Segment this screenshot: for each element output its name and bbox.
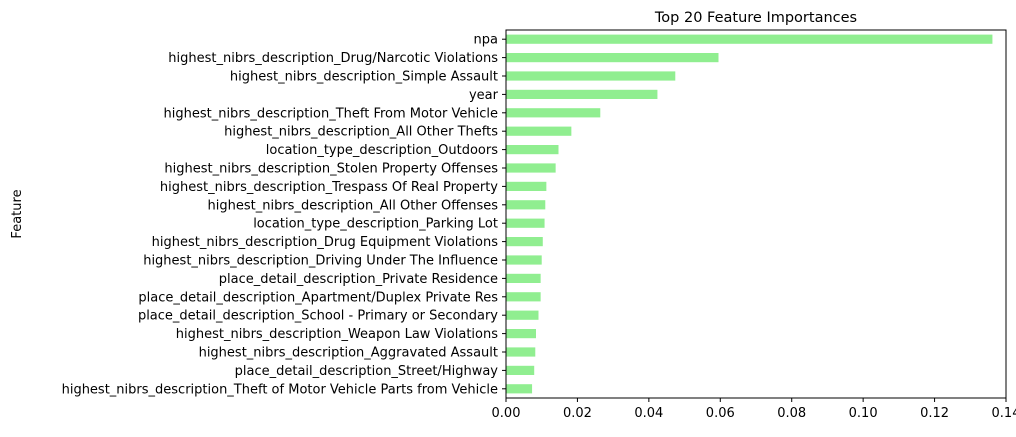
y-tick-label: highest_nibrs_description_Theft of Motor…	[62, 382, 498, 397]
x-tick-label: 0.08	[777, 406, 806, 421]
bar	[506, 255, 542, 265]
bar	[506, 34, 993, 44]
y-tick-label: highest_nibrs_description_All Other Offe…	[208, 198, 499, 213]
bar	[506, 329, 536, 339]
x-tick-label: 0.12	[920, 406, 949, 421]
y-tick-label: location_type_description_Outdoors	[266, 143, 498, 158]
y-tick-label: highest_nibrs_description_Weapon Law Vio…	[176, 327, 498, 342]
x-ticks: 0.00 0.02 0.04 0.06 0.08 0.10 0.12 0.14	[492, 398, 1016, 421]
bar	[506, 310, 539, 320]
y-tick-label: year	[469, 88, 499, 103]
y-tick-label: place_detail_description_School - Primar…	[138, 309, 498, 324]
y-tick-label: place_detail_description_Private Residen…	[219, 272, 498, 287]
y-tick-label: highest_nibrs_description_Drug Equipment…	[152, 235, 499, 250]
bar	[506, 89, 658, 99]
bar	[506, 145, 559, 155]
bar	[506, 126, 572, 136]
bar	[506, 237, 543, 247]
y-axis-label: Feature	[10, 189, 25, 238]
bar	[506, 292, 541, 302]
y-tick-label: place_detail_description_Apartment/Duple…	[138, 290, 498, 305]
x-tick-label: 0.02	[563, 406, 592, 421]
bar	[506, 347, 536, 357]
chart-title: Top 20 Feature Importances	[654, 10, 857, 26]
y-tick-label: highest_nibrs_description_Drug/Narcotic …	[168, 51, 498, 66]
y-tick-labels: npa highest_nibrs_description_Drug/Narcot…	[62, 33, 506, 397]
bar	[506, 71, 676, 81]
bar	[506, 273, 541, 283]
y-tick-label: highest_nibrs_description_Simple Assault	[230, 70, 498, 85]
bars-group	[506, 34, 993, 394]
x-tick-label: 0.06	[706, 406, 735, 421]
y-tick-label: highest_nibrs_description_Stolen Propert…	[164, 162, 498, 177]
y-tick-label: location_type_description_Parking Lot	[253, 217, 498, 232]
bar	[506, 53, 719, 63]
axes-frame	[505, 29, 1007, 399]
x-tick-label: 0.14	[992, 406, 1016, 421]
x-tick-label: 0.04	[634, 406, 663, 421]
bar	[506, 218, 545, 228]
x-tick-label: 0.10	[849, 406, 878, 421]
y-tick-label: highest_nibrs_description_Aggravated Ass…	[199, 346, 498, 361]
y-tick-label: npa	[474, 33, 498, 48]
bar	[506, 365, 535, 375]
y-tick-label: highest_nibrs_description_Driving Under …	[143, 254, 498, 269]
bar	[506, 181, 547, 191]
bar	[506, 384, 533, 394]
bar	[506, 163, 556, 173]
bar	[506, 108, 601, 118]
y-tick-label: place_detail_description_Street/Highway	[235, 364, 499, 379]
x-tick-label: 0.00	[492, 406, 521, 421]
y-tick-label: highest_nibrs_description_All Other Thef…	[224, 125, 498, 140]
y-tick-label: highest_nibrs_description_Trespass Of Re…	[160, 180, 498, 195]
bar	[506, 200, 546, 210]
y-tick-label: highest_nibrs_description_Theft From Mot…	[164, 106, 499, 121]
